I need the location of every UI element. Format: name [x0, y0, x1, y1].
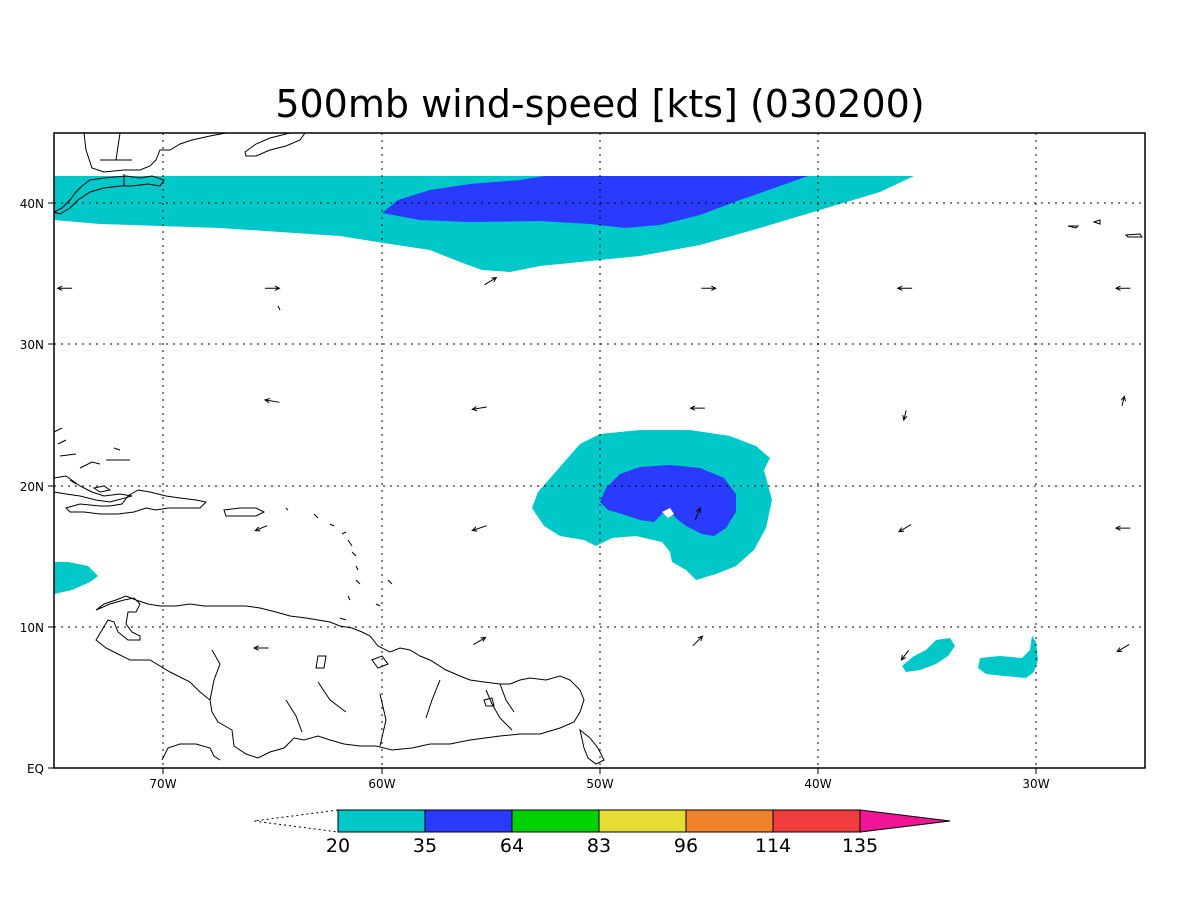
- wind-vector-arrow: [694, 506, 701, 521]
- coast-borders: [209, 649, 515, 747]
- colorbar-label: 114: [755, 835, 791, 857]
- axis-ticks: [48, 202, 1037, 774]
- shade-band-35-64-storm: [600, 465, 736, 536]
- coastlines: [54, 133, 1143, 765]
- wind-vector-arrow: [471, 406, 487, 412]
- x-tick-label: 40W: [804, 777, 831, 791]
- colorbar-label: 64: [500, 835, 524, 857]
- colorbar-label: 135: [842, 835, 878, 857]
- coast-hispaniola: [65, 489, 208, 515]
- shade-band-20-35-west: [54, 562, 98, 594]
- wind-vector-arrow: [254, 525, 268, 532]
- wind-vector-arrow: [1114, 525, 1131, 531]
- coast-new-england: [83, 133, 227, 173]
- wind-vector-arrow: [692, 635, 704, 647]
- coast-northeast-us: [54, 175, 165, 215]
- y-tick-label: EQ: [27, 762, 44, 776]
- wind-vector-arrow: [252, 645, 269, 651]
- wind-vectors: [56, 276, 1162, 661]
- wind-vector-arrow: [473, 636, 487, 646]
- coast-azores-2: [1092, 219, 1101, 225]
- colorbar-label: 20: [326, 835, 350, 857]
- x-tick-label: 60W: [368, 777, 395, 791]
- plot-area: [54, 133, 1162, 768]
- y-tick-label: 10N: [20, 621, 44, 635]
- colorbar-swatch-83-96: [598, 809, 687, 833]
- coast-azores-3: [1124, 233, 1143, 238]
- shade-band-35-64-north: [382, 176, 808, 228]
- map-title: 500mb wind-speed [kts] (030200): [275, 82, 924, 126]
- y-tick-label: 40N: [20, 197, 44, 211]
- wind-vector-arrow: [902, 410, 908, 422]
- wind-vector-arrow: [484, 276, 498, 286]
- colorbar-swatch-114-135: [772, 809, 861, 833]
- coast-bahamas: [54, 427, 130, 485]
- shade-band-20-35-east-1: [902, 638, 955, 672]
- coast-south-america: [95, 595, 585, 759]
- wind-vector-arrow: [689, 405, 705, 411]
- coast-azores-1: [1067, 225, 1080, 229]
- coast-lake-maracaibo: [315, 655, 327, 669]
- wind-shading: [54, 176, 1038, 678]
- wind-vector-arrow: [1114, 285, 1131, 291]
- colorbar-label: 35: [413, 835, 437, 857]
- shade-small-storm-hole: [662, 508, 674, 518]
- coast-south-america-south: [161, 743, 221, 761]
- wind-vector-arrow: [56, 285, 73, 291]
- wind-vector-arrow: [897, 524, 912, 533]
- wind-vector-arrow: [1150, 526, 1162, 530]
- graticule: [54, 133, 1145, 768]
- wind-vector-arrow: [1116, 644, 1130, 653]
- coast-trinidad: [371, 655, 389, 669]
- coast-jamaica: [92, 485, 112, 493]
- shade-band-20-35-east-2: [978, 636, 1038, 678]
- x-tick-label: 30W: [1022, 777, 1049, 791]
- colorbar-swatch-20-35: [337, 809, 426, 833]
- x-tick-label: 50W: [586, 777, 613, 791]
- wind-vector-arrow: [1120, 395, 1126, 407]
- wind-vector-arrow: [701, 285, 717, 291]
- wind-vector-arrow: [896, 285, 913, 291]
- wind-vector-arrow: [900, 650, 909, 661]
- coast-nova-scotia: [244, 133, 306, 157]
- coast-amazon-mouth: [579, 728, 605, 765]
- wind-vector-arrow: [471, 525, 487, 532]
- x-tick-labels: 70W 60W 50W 40W 30W: [149, 777, 1049, 791]
- y-tick-label: 30N: [20, 338, 44, 352]
- wind-vector-arrow: [263, 398, 280, 404]
- coast-small-islands: [277, 305, 495, 707]
- coast-lesser-antilles: [285, 507, 393, 621]
- coast-puerto-rico: [223, 507, 266, 517]
- x-tick-label: 70W: [149, 777, 176, 791]
- colorbar-swatch-64-83: [511, 809, 600, 833]
- y-tick-label: 20N: [20, 480, 44, 494]
- coast-inland-lines: [100, 133, 132, 186]
- y-tick-labels: 40N 30N 20N 10N EQ: [20, 197, 44, 776]
- colorbar-swatch-35-64: [424, 809, 513, 833]
- colorbar-label: 83: [587, 835, 611, 857]
- colorbar-high-extension: [859, 809, 951, 833]
- coast-cuba: [54, 475, 133, 503]
- colorbar: 20 35 64 83 96 114 135: [253, 809, 951, 857]
- colorbar-label: 96: [674, 835, 698, 857]
- colorbar-low-extension: [253, 809, 339, 833]
- wind-vector-arrow: [265, 285, 281, 291]
- colorbar-swatch-96-114: [685, 809, 774, 833]
